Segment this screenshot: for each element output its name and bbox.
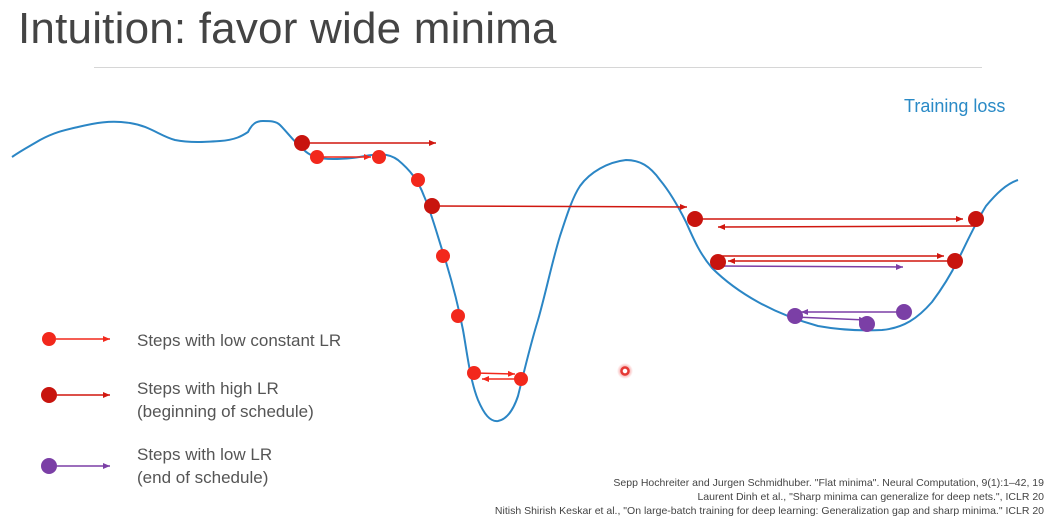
low-lr-step (859, 316, 875, 332)
slide-title: Intuition: favor wide minima (18, 4, 557, 53)
training-loss-curve (11, 120, 1019, 423)
legend-high-label-line1: Steps with high LR (137, 379, 279, 398)
low-lr-arrow (794, 316, 867, 323)
low-constant-lr-step (411, 173, 425, 187)
low-constant-lr-step (372, 150, 386, 164)
high-lr-step (968, 211, 984, 227)
legend-low-end-marker (41, 458, 110, 474)
training-loss-label: Training loss (904, 96, 1006, 116)
low-constant-lr-step (467, 366, 481, 380)
high-lr-step (294, 135, 310, 151)
high-lr-arrow (431, 203, 688, 210)
legend-low-end-label-line1: Steps with low LR (137, 445, 273, 464)
low-lr-step (896, 304, 912, 320)
low-constant-lr-step (451, 309, 465, 323)
legend-low-constant-label: Steps with low constant LR (137, 331, 342, 350)
reference-keskar: Nitish Shirish Keskar et al., "On large-… (494, 505, 1044, 517)
steps-layer (294, 135, 984, 386)
low-constant-lr-step (514, 372, 528, 386)
high-lr-step (710, 254, 726, 270)
legend-high-label-line2: (beginning of schedule) (137, 402, 314, 421)
high-lr-step (424, 198, 440, 214)
high-lr-step (687, 211, 703, 227)
legend-low-end-label-line2: (end of schedule) (137, 468, 269, 487)
pointer-cursor-icon (617, 363, 633, 379)
title-divider (94, 67, 982, 68)
reference-dinh: Laurent Dinh et al., "Sharp minima can g… (697, 491, 1044, 503)
references: Sepp Hochreiter and Jurgen Schmidhuber. … (404, 476, 1044, 518)
high-lr-step (947, 253, 963, 269)
low-constant-lr-step (310, 150, 324, 164)
low-lr-arrow (717, 263, 904, 270)
low-constant-lr-step (436, 249, 450, 263)
high-lr-arrow (717, 223, 977, 230)
low-lr-step (787, 308, 803, 324)
legend-low-constant-marker (42, 332, 110, 346)
reference-hochreiter: Sepp Hochreiter and Jurgen Schmidhuber. … (613, 477, 1044, 489)
legend-high-marker (41, 387, 110, 403)
